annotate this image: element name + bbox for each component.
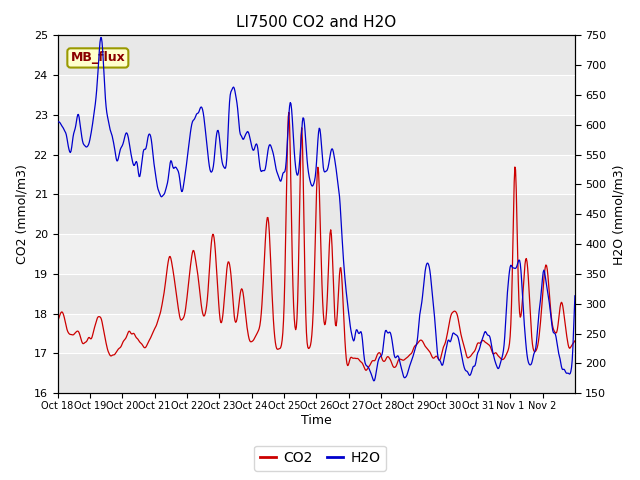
Bar <box>58 234 575 274</box>
Bar <box>58 75 575 115</box>
H2O <box>115 153 123 158</box>
Bar <box>58 194 575 234</box>
Title: LI7500 CO2 and H2O: LI7500 CO2 and H2O <box>236 15 396 30</box>
Legend: CO2, H2O: CO2, H2O <box>254 445 386 471</box>
Line: H2O: H2O <box>58 37 575 381</box>
CO2 <box>400 357 408 363</box>
H2O <box>400 373 408 379</box>
H2O <box>371 377 378 383</box>
Bar <box>58 313 575 353</box>
H2O <box>370 378 378 384</box>
Y-axis label: CO2 (mmol/m3): CO2 (mmol/m3) <box>15 164 28 264</box>
Bar <box>58 353 575 393</box>
Bar <box>58 155 575 194</box>
CO2 <box>285 109 292 115</box>
CO2 <box>255 327 262 333</box>
X-axis label: Time: Time <box>301 414 332 427</box>
Line: CO2: CO2 <box>58 112 575 370</box>
Text: MB_flux: MB_flux <box>70 51 125 64</box>
H2O <box>54 119 61 125</box>
H2O <box>210 158 218 164</box>
Y-axis label: H2O (mmol/m3): H2O (mmol/m3) <box>612 164 625 264</box>
H2O <box>571 293 579 299</box>
H2O <box>236 128 243 134</box>
Bar <box>58 115 575 155</box>
H2O <box>97 35 104 40</box>
CO2 <box>235 301 243 307</box>
Bar <box>58 274 575 313</box>
CO2 <box>571 338 579 344</box>
CO2 <box>371 358 378 364</box>
CO2 <box>54 318 61 324</box>
CO2 <box>362 367 370 373</box>
Bar <box>58 36 575 75</box>
CO2 <box>209 231 217 237</box>
CO2 <box>115 347 122 352</box>
H2O <box>255 158 263 164</box>
